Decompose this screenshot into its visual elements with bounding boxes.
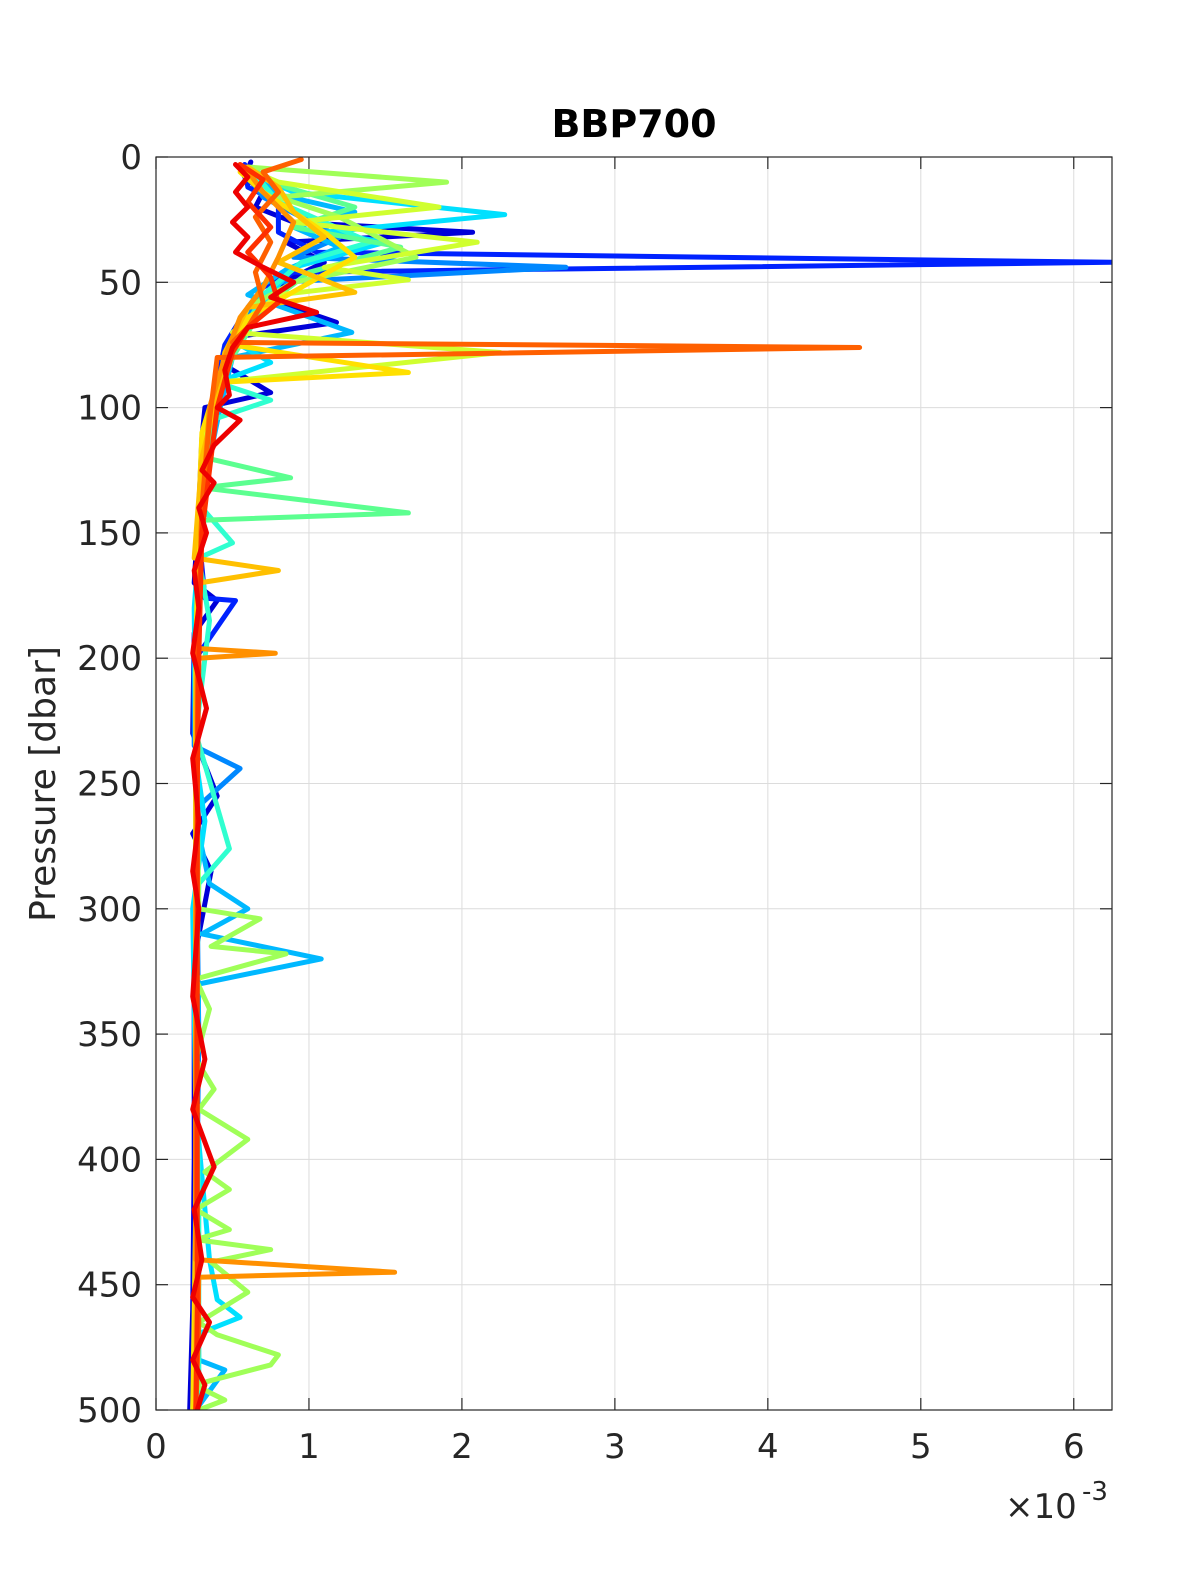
x-tick-label: 5	[910, 1427, 932, 1467]
x-tick-labels: 0 1 2 3 4 5 6	[145, 1427, 1084, 1467]
x-tick-label: 1	[298, 1427, 320, 1467]
x-tick-label: 0	[145, 1427, 167, 1467]
x-tick-label: 2	[451, 1427, 473, 1467]
x-tick-label: 4	[757, 1427, 779, 1467]
y-tick-label: 250	[77, 765, 142, 805]
y-tick-label: 450	[77, 1266, 142, 1306]
x-tick-label: 3	[604, 1427, 626, 1467]
tick-marks	[155, 156, 1112, 1411]
chart-title: BBP700	[551, 102, 716, 146]
x-tick-label: 6	[1063, 1427, 1085, 1467]
x-exponent-power: -3	[1082, 1477, 1108, 1507]
y-tick-labels: 0 50 100 150 200 250 300 350 400 450 500	[77, 138, 142, 1431]
y-tick-label: 50	[99, 263, 142, 303]
series-line-15	[190, 162, 320, 1410]
y-tick-label: 500	[77, 1391, 142, 1431]
y-tick-label: 0	[120, 138, 142, 178]
y-tick-label: 150	[77, 514, 142, 554]
y-tick-label: 200	[77, 639, 142, 679]
y-tick-label: 350	[77, 1015, 142, 1055]
x-exponent-base: ×10	[1005, 1487, 1077, 1527]
x-exponent-label: ×10 -3	[1005, 1477, 1108, 1527]
y-tick-label: 100	[77, 389, 142, 429]
y-axis-label: Pressure [dbar]	[23, 646, 64, 922]
series-layer	[187, 157, 1112, 1410]
y-tick-label: 300	[77, 890, 142, 930]
y-tick-label: 400	[77, 1140, 142, 1180]
